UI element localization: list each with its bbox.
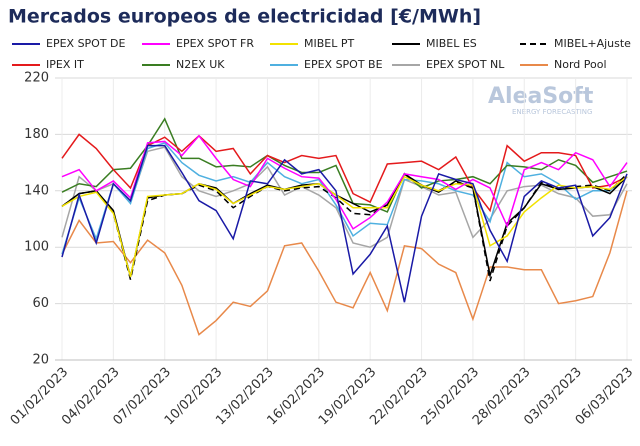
watermark-sub: ENERGY FORECASTING — [512, 108, 592, 116]
chart-title: Mercados europeos de electricidad [€/MWh… — [8, 6, 481, 28]
legend-label: MIBEL PT — [304, 37, 354, 50]
series-line — [61, 175, 628, 278]
series-line — [61, 146, 628, 249]
series-line — [61, 172, 628, 282]
legend-label: Nord Pool — [554, 58, 607, 71]
legend-label: N2EX UK — [176, 58, 225, 71]
series-line — [61, 190, 628, 336]
watermark: AleaSoft — [488, 84, 594, 109]
legend-label: MIBEL ES — [426, 37, 477, 50]
y-tick-label: 60 — [32, 296, 49, 311]
series-line — [61, 144, 628, 303]
y-tick-label: 100 — [24, 240, 49, 255]
series-line — [61, 117, 628, 213]
legend-label: EPEX SPOT BE — [304, 58, 383, 71]
legend-label: MIBEL+Ajuste — [554, 37, 631, 50]
series-line — [61, 134, 628, 230]
y-tick-label: 140 — [24, 183, 49, 198]
legend-label: EPEX SPOT FR — [176, 37, 254, 50]
legend-label: EPEX SPOT DE — [46, 37, 126, 50]
legend-label: IPEX IT — [46, 58, 84, 71]
y-tick-label: 220 — [24, 71, 49, 86]
y-tick-label: 180 — [24, 127, 49, 142]
legend-label: EPEX SPOT NL — [426, 58, 505, 71]
y-tick-label: 20 — [32, 353, 49, 368]
